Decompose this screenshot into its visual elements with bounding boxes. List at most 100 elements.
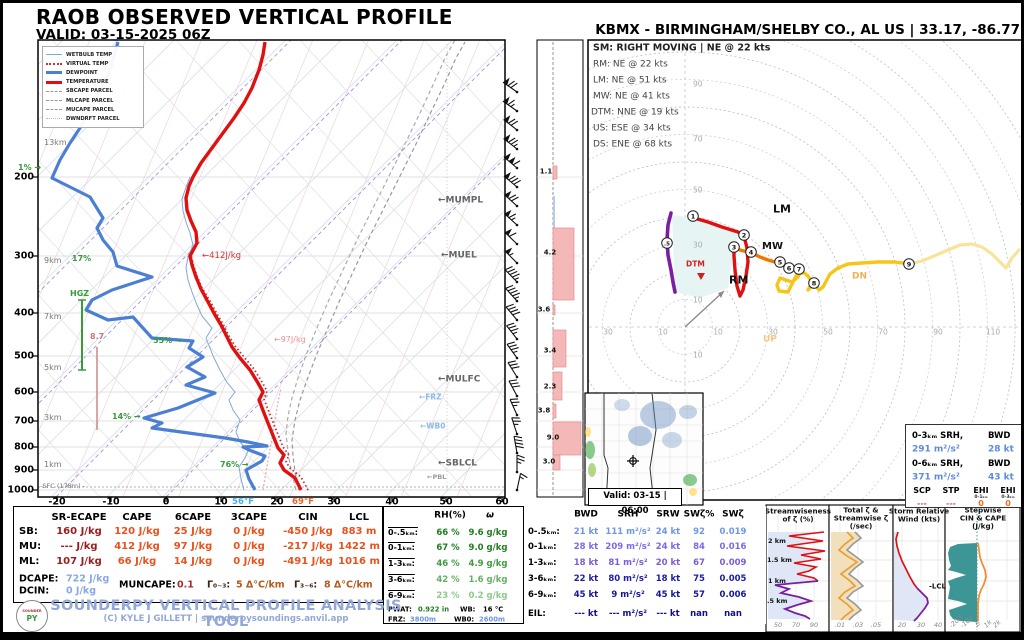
table-cell: 0.1	[177, 579, 194, 591]
chart-label: US: ESE @ 34 kts	[593, 123, 671, 134]
table-cell: Γ₃₋₆:	[294, 579, 318, 591]
legend-swatch	[46, 109, 62, 111]
chart-label: 70	[791, 620, 801, 629]
chart-label: ←WB0	[420, 421, 446, 431]
chart-label: 17%	[72, 254, 92, 263]
table-cell: ---	[946, 499, 956, 508]
chart-label: ←97J/kg	[274, 335, 306, 344]
chart-label: -SFC (178m) -	[40, 481, 86, 490]
table-cell: 120 J/kg	[114, 526, 160, 537]
table-cell: 84	[693, 541, 705, 552]
chart-label: ←MUMPL	[438, 195, 484, 206]
table-cell: SR-ECAPE	[51, 512, 107, 523]
chart-label: 5km	[44, 363, 62, 372]
table-cell: 42 %	[436, 574, 460, 585]
table-cell: 0 J/kg	[233, 556, 265, 567]
skewt-legend: WETBULB TEMP VIRTUAL TEMP DEWPOINT TEMPERAT…	[42, 46, 144, 128]
svg-text:9: 9	[907, 260, 912, 268]
chart-label: 20	[897, 620, 907, 629]
chart-label: 2k	[991, 618, 1003, 630]
table-cell: 24 kt	[655, 541, 681, 552]
chart-label: ←412J/kg	[202, 250, 242, 261]
chart-label: 50	[773, 620, 783, 629]
table-cell: 0.2 g/kg	[468, 590, 508, 601]
table-cell: 371 m²/s²	[912, 472, 960, 483]
chart-label: RM	[729, 273, 749, 287]
legend-swatch	[46, 71, 62, 75]
table-cell: 81 m²/s²	[608, 557, 648, 568]
chart-label: Total ζ &	[843, 505, 879, 515]
table-cell: BWD	[574, 509, 598, 520]
chart-label: 1k	[982, 618, 994, 630]
table-cell: Γ₀₋₃:	[207, 579, 231, 591]
table-cell: 0-3ₖₘ SRH,	[912, 430, 964, 441]
table-cell: SRH	[618, 510, 639, 520]
legend-swatch	[46, 118, 62, 120]
chart-label: 30	[603, 327, 613, 337]
table-cell: 5 Δ°C/km	[236, 579, 285, 591]
table-cell: 80 m²/s²	[608, 573, 648, 584]
table-cell: -491 J/kg	[283, 556, 333, 567]
chart-label: 3.8	[537, 406, 551, 415]
svg-text:.5: .5	[664, 241, 670, 247]
chart-label: 2 km	[768, 536, 786, 545]
chart-label: 300	[14, 250, 34, 262]
footer-credit: (C) KYLE J GILLETT | sounderpysoundings.…	[103, 614, 349, 624]
chart-label: 600	[14, 386, 34, 398]
table-cell: SCP	[913, 486, 931, 495]
table-cell: 16 °C	[483, 605, 504, 614]
table-cell: 22 kt	[573, 573, 599, 584]
table-cell: 111 m²/s²	[605, 526, 651, 537]
chart-label: 10	[693, 350, 703, 360]
chart-label: 3.4	[543, 346, 557, 355]
table-cell: 2600m	[479, 615, 505, 624]
table-cell: 0-1ₖₘ:	[528, 541, 557, 552]
table-cell: 1422 m	[338, 541, 380, 552]
table-cell: BWD	[988, 430, 1011, 441]
table-cell: 3CAPE	[230, 512, 268, 523]
chart-label: RM: NE @ 22 kts	[593, 59, 668, 70]
chart-label: 9.0	[546, 433, 560, 442]
chart-label: -LCL	[929, 582, 946, 591]
legend-swatch	[46, 100, 62, 102]
table-cell: FRZ:	[388, 615, 406, 624]
chart-label: 10	[693, 295, 703, 305]
table-cell: SB:	[19, 526, 38, 537]
table-cell: CIN	[298, 512, 318, 523]
table-cell: --- kt	[574, 608, 598, 619]
chart-label: LM: NE @ 51 kts	[593, 75, 667, 86]
chart-label: 1.5 km	[767, 555, 792, 564]
chart-label: 69°F	[292, 496, 314, 507]
chart-label: ←FRZ	[419, 392, 442, 402]
chart-label: 13km	[44, 138, 67, 147]
chart-label: -100	[958, 613, 975, 630]
legend-item: DEWPOINT	[46, 68, 140, 77]
chart-label: SM: RIGHT MOVING | NE @ 22 kts	[593, 42, 771, 54]
chart-label: (J/kg)	[972, 521, 994, 531]
table-cell: 0-6ₖₘ SRH,	[912, 458, 964, 469]
table-cell: LCL	[348, 512, 370, 523]
table-cell: 0.019	[719, 526, 747, 537]
table-cell: 0	[978, 499, 984, 508]
chart-label: 30	[693, 240, 703, 250]
table-cell: 0-.5ₖₘ:	[528, 526, 560, 537]
table-cell: 3-6ₖₘ:	[388, 575, 415, 584]
table-cell: 3-6ₖₘ:	[528, 573, 557, 584]
table-cell: 4.9 g/kg	[468, 558, 508, 569]
page-title: RAOB OBSERVED VERTICAL PROFILE	[36, 5, 453, 29]
table-cell: 8 Δ°C/km	[324, 579, 373, 591]
table-cell: 45 kt	[573, 589, 599, 600]
table-cell: 1016 m	[338, 556, 380, 567]
table-cell: 21 kt	[573, 526, 599, 537]
chart-label: .5 km	[767, 596, 788, 605]
table-cell: --- J/kg	[60, 541, 98, 552]
svg-text:4: 4	[749, 248, 754, 256]
chart-label: DN	[852, 271, 868, 282]
table-cell: 45 kt	[655, 589, 681, 600]
table-cell: BWD	[988, 458, 1011, 469]
table-cell: EIL:	[528, 608, 546, 619]
table-cell: 75	[693, 573, 705, 584]
chart-label: Streamwise ζ	[833, 513, 889, 523]
chart-label: 3.0	[542, 457, 556, 466]
